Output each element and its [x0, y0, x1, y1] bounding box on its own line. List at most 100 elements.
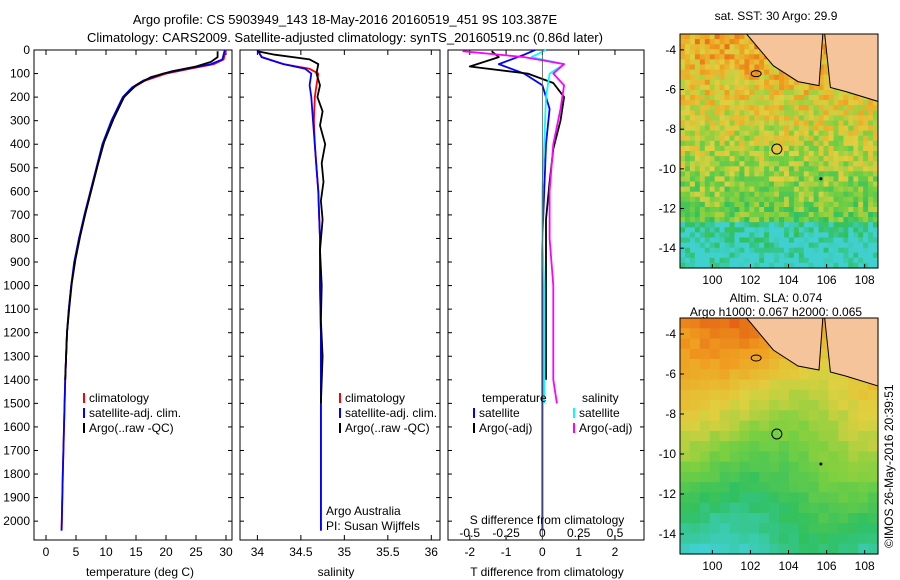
sst-map-cell	[734, 232, 740, 239]
sla-map-cell	[769, 389, 780, 401]
sst-map-cell	[749, 186, 755, 193]
sst-map-cell	[803, 161, 810, 167]
sst-map-cell	[724, 201, 730, 208]
sst-map-cell	[788, 156, 795, 162]
sst-map-cell	[769, 207, 775, 213]
sst-map-cell	[863, 196, 869, 203]
sst-map-cell	[863, 140, 869, 147]
sst-map-cell	[744, 54, 750, 60]
sst-map-cell	[843, 257, 849, 264]
sla-map-cell	[798, 389, 810, 401]
sst-map-cell	[793, 227, 800, 233]
sst-map-cell	[689, 191, 696, 198]
sst-map-cell	[685, 49, 691, 55]
sst-map-cell	[858, 95, 864, 101]
sst-map-cell	[734, 252, 740, 259]
sst-map-cell	[709, 247, 716, 254]
differences-xtick-label: -1	[501, 545, 512, 559]
difference-temperature-legend-label: Argo(-adj)	[479, 421, 532, 435]
sst-map-cell	[833, 242, 839, 249]
sla-map-cell	[709, 348, 721, 360]
sst-map-cell	[709, 90, 716, 96]
sst-map-cell	[823, 196, 829, 203]
sst-map-cell	[788, 130, 795, 137]
sst-map-cell	[828, 110, 834, 116]
sst-map-cell	[764, 181, 770, 188]
sst-map-cell	[873, 166, 879, 172]
sla-map-cell	[749, 430, 760, 442]
sst-map-cell	[868, 191, 874, 198]
sst-map-cell	[680, 115, 686, 122]
sst-map-cell	[719, 44, 726, 50]
sla-map-cell	[798, 400, 810, 411]
sst-map-cell	[774, 176, 780, 183]
sst-map-cell	[714, 105, 721, 111]
sla-map-cell	[769, 348, 780, 360]
salinity-series-climatology	[256, 49, 322, 531]
sst-map-cell	[808, 145, 815, 152]
sst-map-cell	[719, 120, 726, 127]
sst-map-cell	[848, 156, 854, 162]
sla-map-cell	[828, 379, 839, 391]
sst-map-cell	[793, 207, 800, 213]
sst-map-cell	[838, 105, 844, 111]
sst-map-cell	[719, 181, 726, 188]
sla-map-cell	[699, 318, 711, 329]
sst-map-cell	[724, 176, 730, 183]
sst-map-cell	[719, 242, 726, 249]
sst-map-cell	[689, 115, 696, 122]
sla-map-cell	[858, 492, 869, 504]
sst-map-cell	[828, 140, 834, 147]
sst-map-cell	[739, 212, 745, 218]
sst-map-cell	[764, 130, 770, 137]
sst-map-cell	[798, 120, 805, 127]
sla-map-cell	[858, 513, 869, 524]
sla-map-cell	[709, 410, 721, 422]
sst-map-cell	[694, 257, 701, 264]
sst-map-cell	[729, 140, 735, 147]
sst-map-cell	[853, 257, 859, 264]
sst-map-cell	[873, 130, 879, 137]
sla-map-cell	[788, 451, 800, 463]
sst-map-cell	[868, 100, 874, 106]
sst-map-cell	[759, 115, 765, 122]
sst-map-cell	[828, 95, 834, 101]
sst-map-cell	[689, 222, 696, 228]
sst-map-cell	[724, 44, 730, 50]
sst-map-cell	[833, 156, 839, 162]
sst-map-cell	[714, 176, 721, 183]
sst-map-cell	[685, 125, 691, 132]
sla-map-cell	[858, 543, 869, 555]
sst-map-cell	[734, 257, 740, 264]
sst-map-cell	[833, 212, 839, 218]
sst-map-cell	[788, 207, 795, 213]
sst-map-cell	[689, 59, 696, 66]
sst-map-cell	[868, 130, 874, 137]
sst-map-ytick-label: -8	[665, 122, 676, 136]
salinity-xtick-label: 35.5	[376, 545, 400, 559]
sst-map-cell	[843, 161, 849, 167]
sst-map-cell	[759, 237, 765, 244]
sla-map-ytick-label: -4	[665, 327, 676, 341]
sst-map-cell	[759, 90, 765, 96]
sst-map-cell	[734, 156, 740, 162]
sst-map-cell	[848, 120, 854, 127]
sst-map-cell	[734, 176, 740, 183]
sst-map-cell	[734, 44, 740, 50]
sst-map-cell	[818, 247, 825, 254]
sst-map-cell	[784, 191, 790, 198]
sst-map-cell	[739, 115, 745, 122]
sst-map-cell	[863, 145, 869, 152]
sst-map-cell	[764, 212, 770, 218]
sla-map-cell	[828, 430, 839, 442]
sla-map-cell	[699, 523, 711, 535]
sla-map-cell	[828, 543, 839, 555]
sla-map-cell	[848, 482, 859, 494]
sla-map-cell	[719, 318, 731, 329]
sst-map-cell	[813, 242, 820, 249]
sst-map-cell	[724, 191, 730, 198]
sst-map-cell	[729, 222, 735, 228]
sst-map-cell	[868, 161, 874, 167]
sla-map-cell	[868, 441, 879, 452]
sla-map-cell	[719, 338, 731, 350]
